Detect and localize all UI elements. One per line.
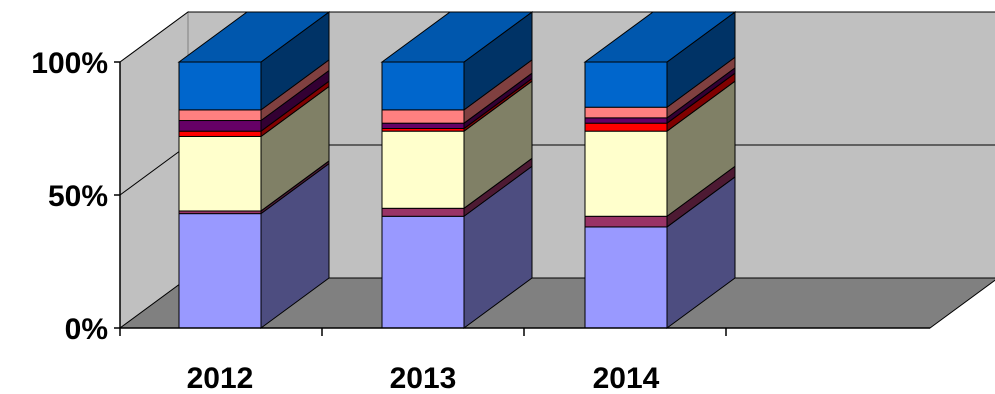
bar-2012-series-3 <box>178 135 262 212</box>
bar-2012-series-5 <box>178 120 262 132</box>
x-tick-label-2014: 2014 <box>593 362 660 394</box>
bar-2013-series-6 <box>381 109 465 124</box>
y-tick-label: 0% <box>65 313 108 346</box>
bar-2013-series-3 <box>381 130 465 209</box>
bar-2013-series-7 <box>381 61 465 111</box>
bar-top-2013 <box>380 11 534 63</box>
bar-2014-series-4 <box>584 122 668 132</box>
bar-top-2012 <box>177 11 331 63</box>
bar-2014-series-1 <box>584 226 668 329</box>
bar-2014-series-6 <box>584 106 668 119</box>
bar-2012-series-1 <box>178 213 262 329</box>
bar-2013-series-5 <box>381 122 465 129</box>
bar-stack-2012 <box>177 11 331 329</box>
bar-2013-series-2 <box>381 207 465 217</box>
bar-2014-series-5 <box>584 117 668 124</box>
bar-2012-series-4 <box>178 130 262 137</box>
bar-2014-series-2 <box>584 215 668 228</box>
bar-top-2014 <box>583 11 737 63</box>
bar-stack-2013 <box>380 11 534 329</box>
bar-2013-series-1 <box>381 215 465 329</box>
x-tick-label-2013: 2013 <box>390 362 457 394</box>
bar-2014-series-7 <box>584 61 668 108</box>
bars <box>177 11 737 329</box>
bar-2014-series-3 <box>584 130 668 217</box>
axes <box>114 61 930 336</box>
bar-2012-series-6 <box>178 109 262 122</box>
y-tick-label: 100% <box>31 47 108 80</box>
bar-2012-series-7 <box>178 61 262 111</box>
bar-stack-2014 <box>583 11 737 329</box>
x-tick-label-2012: 2012 <box>187 362 254 394</box>
y-tick-label: 50% <box>48 180 108 213</box>
tick-labels: 0% 50% 100% 2012 2013 2014 <box>31 47 659 394</box>
